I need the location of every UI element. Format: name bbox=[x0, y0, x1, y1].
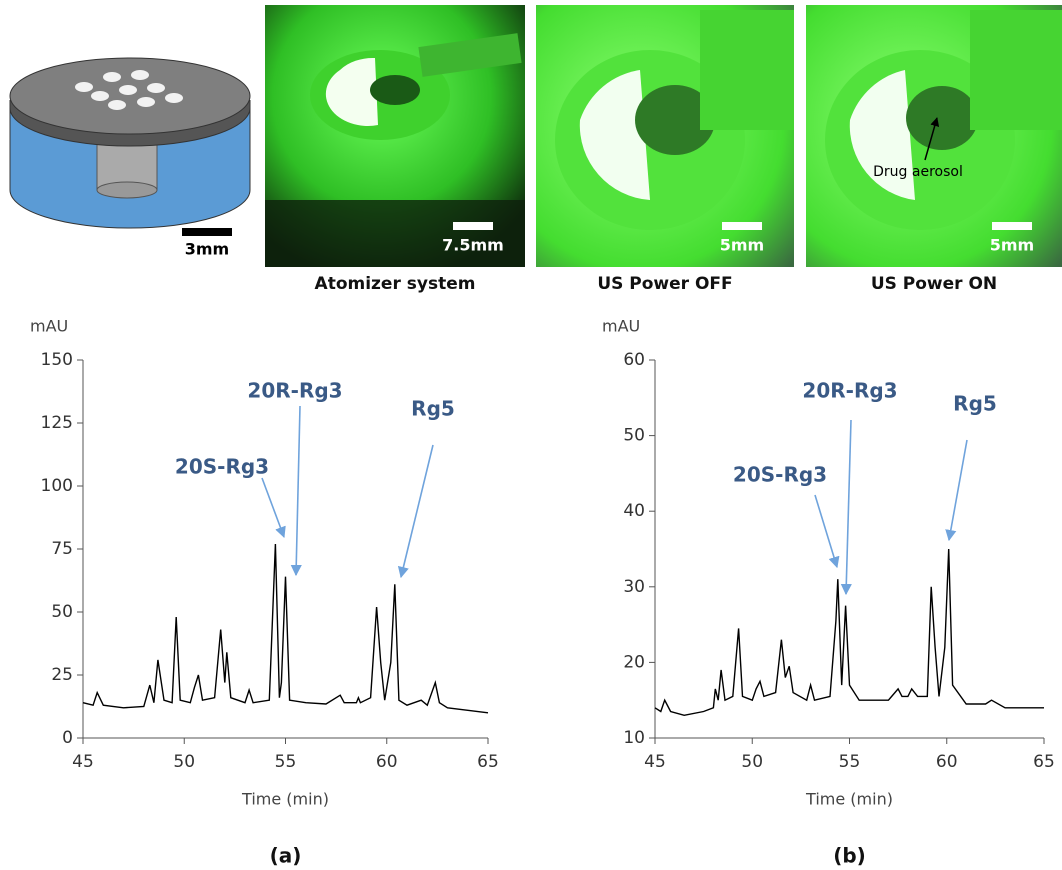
x-tick-label: 55 bbox=[839, 752, 861, 772]
y-tick-label: 0 bbox=[62, 728, 73, 748]
x-tick-label: 65 bbox=[477, 752, 499, 772]
y-tick-label: 150 bbox=[41, 350, 73, 370]
scale-bar-label: 7.5mm bbox=[442, 236, 504, 255]
scale-bar-label: 3mm bbox=[185, 240, 229, 259]
y-tick-label: 75 bbox=[51, 539, 73, 559]
y-tick-label: 125 bbox=[41, 413, 73, 433]
y-tick-label: 30 bbox=[623, 577, 645, 597]
peak-annotation: 20R-Rg3 bbox=[247, 379, 342, 403]
photo-power-on bbox=[806, 5, 1062, 267]
x-tick-label: 65 bbox=[1033, 752, 1055, 772]
photo-caption: Atomizer system bbox=[315, 274, 476, 294]
x-axis-label: Time (min) bbox=[241, 790, 329, 809]
peak-annotation: Rg5 bbox=[411, 397, 455, 421]
device-diagram bbox=[9, 57, 251, 236]
annotation-arrow bbox=[814, 494, 840, 569]
panel-label: (b) bbox=[833, 844, 866, 868]
scale-bar-label: 5mm bbox=[720, 236, 764, 255]
x-tick-label: 55 bbox=[275, 752, 297, 772]
photo-annotation: Drug aerosol bbox=[873, 164, 963, 180]
panel-label: (a) bbox=[270, 844, 302, 868]
x-tick-label: 60 bbox=[936, 752, 958, 772]
annotation-arrow bbox=[290, 405, 302, 577]
annotation-arrow bbox=[945, 439, 968, 542]
y-tick-label: 25 bbox=[51, 665, 73, 685]
y-tick-label: 50 bbox=[623, 426, 645, 446]
peak-annotation: Rg5 bbox=[953, 392, 997, 416]
peak-annotation: 20S-Rg3 bbox=[175, 455, 269, 479]
scale-bar-label: 5mm bbox=[990, 236, 1034, 255]
y-tick-label: 50 bbox=[51, 602, 73, 622]
y-tick-label: 100 bbox=[41, 476, 73, 496]
annotation-arrow bbox=[397, 444, 434, 579]
annotation-arrow bbox=[261, 477, 286, 539]
peak-annotation: 20R-Rg3 bbox=[802, 379, 897, 403]
annotation-arrow bbox=[840, 419, 852, 596]
y-axis-label: mAU bbox=[30, 317, 68, 336]
x-tick-label: 50 bbox=[173, 752, 195, 772]
photo-caption: US Power ON bbox=[871, 274, 997, 294]
y-tick-label: 40 bbox=[623, 501, 645, 521]
y-tick-label: 10 bbox=[623, 728, 645, 748]
chromatogram-line bbox=[82, 543, 489, 714]
x-axis-label: Time (min) bbox=[805, 790, 893, 809]
x-tick-label: 60 bbox=[376, 752, 398, 772]
photo-atomizer bbox=[265, 5, 525, 267]
x-tick-label: 45 bbox=[644, 752, 666, 772]
photo-power-off bbox=[536, 5, 794, 267]
chromatogram-line bbox=[654, 548, 1044, 717]
x-tick-label: 50 bbox=[741, 752, 763, 772]
y-tick-label: 20 bbox=[623, 652, 645, 672]
photo-caption: US Power OFF bbox=[597, 274, 732, 294]
x-tick-label: 45 bbox=[72, 752, 94, 772]
peak-annotation: 20S-Rg3 bbox=[733, 463, 827, 487]
y-tick-label: 60 bbox=[623, 350, 645, 370]
y-axis-label: mAU bbox=[602, 317, 640, 336]
